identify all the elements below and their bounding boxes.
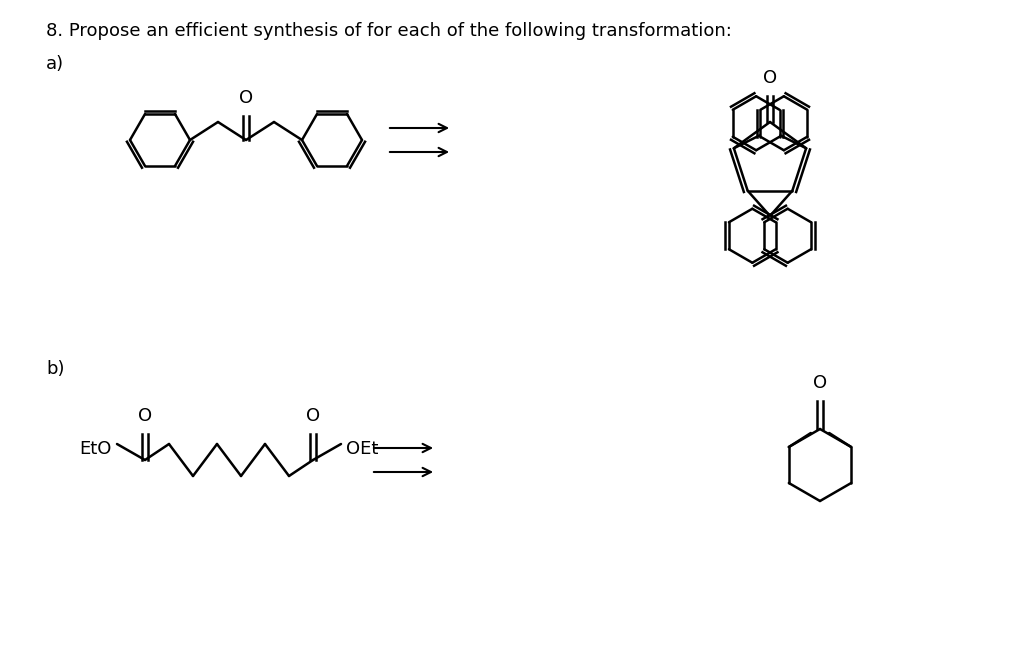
Text: EtO: EtO	[79, 440, 112, 458]
Text: O: O	[239, 89, 253, 107]
Text: 8. Propose an efficient synthesis of for each of the following transformation:: 8. Propose an efficient synthesis of for…	[46, 22, 732, 40]
Text: O: O	[813, 374, 827, 392]
Text: O: O	[305, 407, 320, 425]
Text: OEt: OEt	[346, 440, 379, 458]
Text: O: O	[138, 407, 152, 425]
Text: O: O	[763, 69, 777, 87]
Text: a): a)	[46, 55, 64, 73]
Text: b): b)	[46, 360, 65, 378]
